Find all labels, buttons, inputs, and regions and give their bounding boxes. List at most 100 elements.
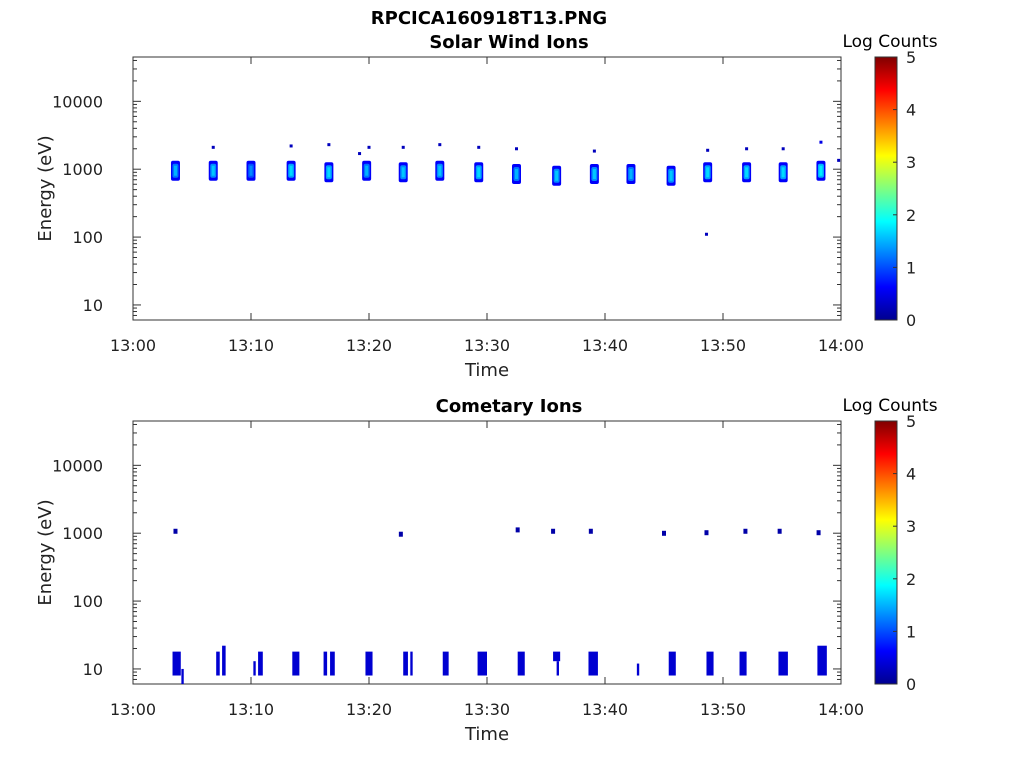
data-speck [743,528,748,534]
colorbar-tick-label: 0 [906,311,916,330]
x-tick-label: 13:00 [110,700,156,719]
y-tick-label: 10 [83,660,103,679]
x-axis-label: Time [464,724,509,745]
data-bar [172,651,181,676]
data-bar [292,651,300,676]
colorbar-label: Log Counts [842,32,937,52]
x-tick-label: 14:00 [818,700,864,719]
data-speck [438,143,442,147]
colorbar [874,56,898,321]
data-blob [512,163,521,184]
x-tick-label: 13:20 [346,336,392,355]
data-speck [358,152,362,156]
data-blob [324,162,334,183]
colorbar-tick-label: 4 [906,465,916,484]
data-bar [553,651,561,662]
data-blob [626,163,636,184]
data-blob [703,162,713,183]
data-blob [246,160,256,181]
x-tick-label: 13:10 [228,336,274,355]
data-bar [403,651,408,676]
y-tick-label: 1000 [62,160,103,179]
data-blob [362,160,372,181]
data-speck [704,530,709,536]
data-blob [666,165,676,186]
data-blob [742,162,752,183]
data-bar [668,651,676,676]
data-speck [211,145,215,149]
data-layer [170,140,841,236]
panel-title: Cometary Ions [436,396,583,417]
data-blob [435,160,445,181]
data-bar [181,668,184,684]
data-bar [258,651,263,676]
figure-title: RPCICA160918T13.PNG [371,8,607,29]
data-bar [739,651,747,676]
data-bar [222,645,226,676]
data-blob [398,162,408,183]
x-tick-label: 13:50 [700,336,746,355]
x-tick-label: 13:10 [228,700,274,719]
x-tick-label: 13:20 [346,700,392,719]
data-speck [401,145,405,149]
data-bar [323,651,328,676]
y-axis-label: Energy (eV) [35,135,56,241]
y-tick-label: 10 [83,296,103,315]
plot-area [132,420,842,685]
x-tick-label: 13:30 [464,700,510,719]
x-tick-label: 14:00 [818,336,864,355]
data-bar [330,651,335,676]
data-speck [837,158,841,162]
y-tick-label: 10000 [52,92,103,111]
data-bar [778,651,788,676]
data-speck [816,530,821,536]
data-speck [551,528,556,534]
data-bar [517,651,525,676]
data-blob [589,163,599,184]
data-blob [778,162,788,183]
data-bar [706,651,714,676]
colorbar-tick-label: 1 [906,622,916,641]
data-speck [515,527,520,533]
x-tick-label: 13:40 [582,336,628,355]
data-speck [781,147,785,151]
colorbar-tick-label: 5 [906,48,916,67]
x-tick-label: 13:30 [464,336,510,355]
data-blob [208,160,218,181]
data-speck [745,147,749,151]
colorbar-tick-label: 1 [906,258,916,277]
panel-title: Solar Wind Ions [429,32,588,53]
data-blob [286,160,296,181]
data-speck [777,528,782,534]
y-tick-label: 100 [72,228,103,247]
data-speck [819,140,823,144]
x-tick-label: 13:40 [582,700,628,719]
data-speck [588,528,593,534]
colorbar-tick-label: 3 [906,517,916,536]
data-speck [592,149,596,153]
data-bar [556,661,559,676]
data-speck [515,147,518,151]
data-bar [365,651,373,676]
data-speck [327,143,331,147]
data-bar [410,651,413,676]
data-speck [662,530,666,536]
colorbar-tick-label: 0 [906,675,916,694]
data-speck [398,531,403,537]
plot-area [132,56,842,321]
colorbar-tick-label: 4 [906,101,916,120]
data-blob [170,160,180,181]
y-axis-label: Energy (eV) [35,499,56,605]
data-layer [172,527,827,684]
colorbar-tick-label: 2 [906,206,916,225]
data-bar [477,651,487,676]
data-blob [552,165,562,186]
colorbar [874,420,898,685]
data-bar [636,663,640,676]
y-tick-label: 10000 [52,456,103,475]
data-speck [289,144,293,148]
data-blob [474,162,484,183]
data-bar [817,645,827,676]
